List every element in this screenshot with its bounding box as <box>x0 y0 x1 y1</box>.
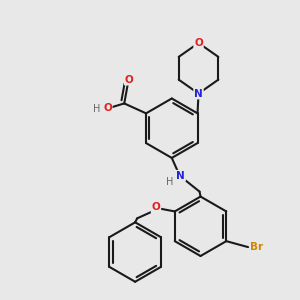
Text: N: N <box>176 171 185 181</box>
Text: O: O <box>125 75 134 85</box>
Text: H: H <box>93 104 100 114</box>
Text: O: O <box>152 202 160 212</box>
Text: H: H <box>166 177 173 187</box>
Text: N: N <box>194 88 203 98</box>
Text: O: O <box>103 103 112 113</box>
Text: O: O <box>194 38 203 48</box>
Text: Br: Br <box>250 242 263 252</box>
